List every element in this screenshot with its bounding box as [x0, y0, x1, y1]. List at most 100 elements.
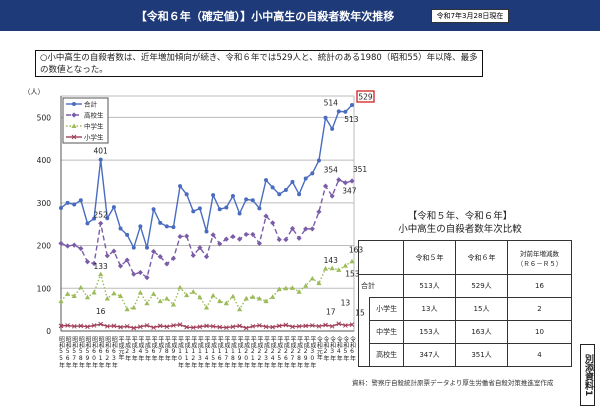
header-bar: 【令和６年（確定値）】小中高生の自殺者数年次推移 令和7年3月28日現在: [0, 0, 600, 31]
x-tick-label: 令和元年: [315, 335, 322, 361]
cell: 163人: [455, 320, 508, 344]
data-point: [276, 323, 282, 329]
data-point: [85, 221, 90, 226]
date-badge: 令和7年3月28日現在: [431, 9, 509, 23]
data-point: [250, 198, 255, 203]
data-point: [59, 205, 63, 210]
data-point: [217, 207, 222, 212]
row-label: 合計: [358, 274, 404, 298]
data-point: [131, 325, 137, 331]
data-point: [118, 226, 123, 231]
x-tick-label: 昭和57年: [71, 336, 78, 369]
annex-label: 別添資料1: [580, 344, 595, 406]
data-point: [170, 301, 177, 307]
data-point: [210, 232, 216, 238]
data-label: 529: [358, 93, 373, 102]
data-label: 351: [353, 165, 368, 174]
x-tick-label: 平成14年: [203, 336, 210, 369]
x-tick-label: 平成24年: [269, 336, 276, 369]
data-label: 252: [94, 210, 109, 219]
data-point: [84, 259, 91, 265]
data-point: [104, 253, 110, 259]
data-point: [138, 324, 143, 330]
data-point: [151, 207, 156, 212]
data-point: [92, 216, 97, 221]
data-point: [131, 271, 137, 277]
data-point: [217, 298, 223, 304]
data-point: [230, 293, 236, 299]
data-point: [178, 184, 183, 189]
data-point: [65, 323, 70, 328]
legend-label: 中学生: [84, 122, 104, 131]
data-point: [65, 291, 71, 296]
data-point: [263, 298, 269, 304]
data-point: [157, 323, 163, 329]
data-point: [350, 102, 354, 107]
legend-label: 小学生: [84, 133, 104, 142]
y-tick-label: 500: [37, 113, 52, 122]
data-point: [184, 233, 190, 239]
data-point: [290, 179, 295, 184]
data-point: [98, 271, 104, 277]
legend-label: 合計: [84, 100, 98, 109]
comparison-title-line1: 【令和５年、令和６年】: [407, 211, 513, 222]
data-point: [164, 224, 169, 229]
x-tick-label: 平成16年: [216, 336, 223, 369]
legend-marker: [72, 102, 76, 106]
data-point: [230, 324, 236, 330]
x-tick-label: 平成15年: [210, 336, 217, 369]
data-point: [197, 324, 203, 330]
data-label: 16: [96, 307, 106, 316]
data-label: 17: [326, 308, 336, 317]
cell: 529人: [455, 274, 508, 298]
data-point: [309, 226, 315, 232]
data-point: [336, 177, 342, 183]
y-tick-label: 200: [37, 242, 52, 251]
data-point: [72, 202, 77, 207]
x-tick-label: 平成7年: [157, 336, 164, 362]
table-row: 小学生 13人 15人 2: [357, 297, 572, 367]
data-point: [217, 241, 223, 247]
data-point: [177, 322, 183, 327]
data-point: [316, 323, 322, 329]
data-point: [243, 325, 249, 331]
data-point: [104, 323, 110, 329]
data-point: [184, 324, 190, 330]
data-point: [230, 193, 235, 198]
comparison-title-line2: 小中高生の自殺者数年次比較: [398, 224, 522, 235]
data-point: [138, 224, 143, 229]
data-point: [58, 298, 64, 304]
y-tick-label: 100: [37, 284, 52, 293]
page-title: 【令和６年（確定値）】小中高生の自殺者数年次推移: [135, 10, 395, 23]
data-point: [78, 198, 83, 203]
data-point: [316, 209, 322, 215]
x-tick-label: 令和4年: [335, 335, 342, 362]
data-point: [144, 245, 149, 250]
data-point: [223, 236, 229, 242]
x-tick-label: 平成3年: [130, 336, 137, 362]
x-tick-label: 平成13年: [196, 336, 203, 369]
data-point: [91, 260, 97, 267]
data-point: [243, 295, 249, 301]
x-tick-label: 平成29年: [302, 336, 309, 369]
data-label: 513: [344, 115, 359, 124]
data-point: [270, 324, 275, 330]
data-point: [270, 185, 275, 190]
x-tick-label: 令和2年: [322, 335, 329, 362]
data-point: [58, 240, 64, 247]
data-point: [117, 263, 124, 269]
data-point: [323, 115, 328, 120]
data-point: [164, 261, 170, 267]
data-point: [263, 324, 269, 330]
data-point: [171, 225, 176, 230]
cell: 13人: [403, 297, 456, 321]
x-tick-label: 平成26年: [282, 336, 289, 369]
data-point: [98, 220, 104, 226]
data-point: [336, 267, 342, 272]
data-point: [171, 323, 176, 328]
data-point: [329, 193, 335, 199]
data-point: [190, 289, 196, 294]
comparison-table: 令和５年 令和６年 対前年増減数（Ｒ６－Ｒ５） 合計 513人 529人 16 …: [357, 240, 572, 367]
data-point: [184, 292, 190, 298]
header-cell: 令和５年: [403, 240, 456, 275]
